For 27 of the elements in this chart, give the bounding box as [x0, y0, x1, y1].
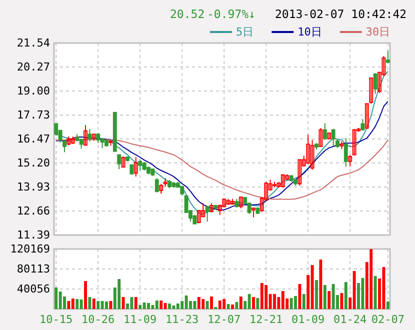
x-tick-label: 10-26 [82, 313, 115, 326]
x-tick-label: 12-21 [250, 313, 283, 326]
y-tick-label: 12.66 [16, 204, 50, 218]
x-tick-label: 02-07 [371, 313, 404, 326]
y-tick-label: 17.73 [16, 108, 50, 122]
y-tick-label: 120169 [10, 242, 50, 256]
y-tick-label: 80113 [16, 262, 50, 276]
y-tick-label: 16.47 [16, 132, 50, 146]
legend-label: 5日 [236, 26, 254, 38]
y-tick-label: 19.00 [16, 84, 50, 98]
y-tick-label: 20.27 [16, 60, 50, 74]
x-tick-label: 10-15 [40, 313, 73, 326]
y-tick-label: 13.93 [16, 180, 50, 194]
y-tick-label: 15.20 [16, 156, 50, 170]
x-tick-label: 11-23 [166, 313, 199, 326]
y-tick-label: 11.39 [16, 228, 50, 242]
legend-label: 30日 [366, 26, 390, 38]
x-tick-label: 01-09 [292, 313, 325, 326]
annotation: 2013-02-07 10:42:42 [275, 7, 407, 21]
annotation: -0.97%↓ [207, 7, 256, 21]
x-tick-label: 12-07 [208, 313, 241, 326]
x-tick-label: 01-24 [334, 313, 368, 326]
annotation: 20.52 [170, 7, 205, 21]
y-tick-label: 40056 [16, 282, 50, 296]
y-tick-label: 21.54 [16, 36, 50, 50]
x-tick-label: 11-09 [124, 313, 157, 326]
legend-label: 10日 [298, 26, 322, 38]
